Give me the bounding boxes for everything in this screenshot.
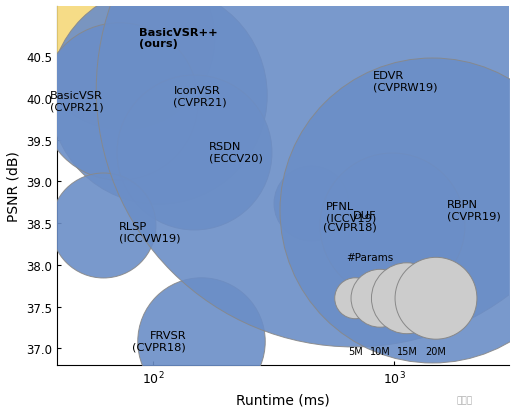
Text: FRVSR
(CVPR18): FRVSR (CVPR18) <box>132 330 186 352</box>
Point <box>154 93 163 100</box>
Point <box>307 200 315 207</box>
Text: BasicVSR
(CVPR21): BasicVSR (CVPR21) <box>50 91 103 113</box>
Point <box>119 35 127 42</box>
Point <box>197 338 205 344</box>
Point <box>99 222 107 228</box>
Text: RSDN
(ECCV20): RSDN (ECCV20) <box>209 142 263 164</box>
Text: RBPN
(CVPR19): RBPN (CVPR19) <box>447 199 501 221</box>
Text: DUF
(CVPR18): DUF (CVPR18) <box>322 210 376 232</box>
Text: BasicVSR++
(ours): BasicVSR++ (ours) <box>139 28 218 50</box>
Point <box>427 207 436 214</box>
X-axis label: Runtime (ms): Runtime (ms) <box>236 392 330 406</box>
Y-axis label: PSNR (dB): PSNR (dB) <box>7 151 21 221</box>
Text: PFNL
(ICCV19): PFNL (ICCV19) <box>326 201 377 223</box>
Text: IconVSR
(CVPR21): IconVSR (CVPR21) <box>173 85 227 107</box>
Text: 量子位: 量子位 <box>456 396 473 405</box>
Point <box>350 87 358 93</box>
Point <box>388 222 396 228</box>
Point <box>190 150 198 156</box>
Point <box>115 99 123 105</box>
Text: RLSP
(ICCVW19): RLSP (ICCVW19) <box>119 221 181 242</box>
Text: EDVR
(CVPRW19): EDVR (CVPRW19) <box>373 71 438 93</box>
